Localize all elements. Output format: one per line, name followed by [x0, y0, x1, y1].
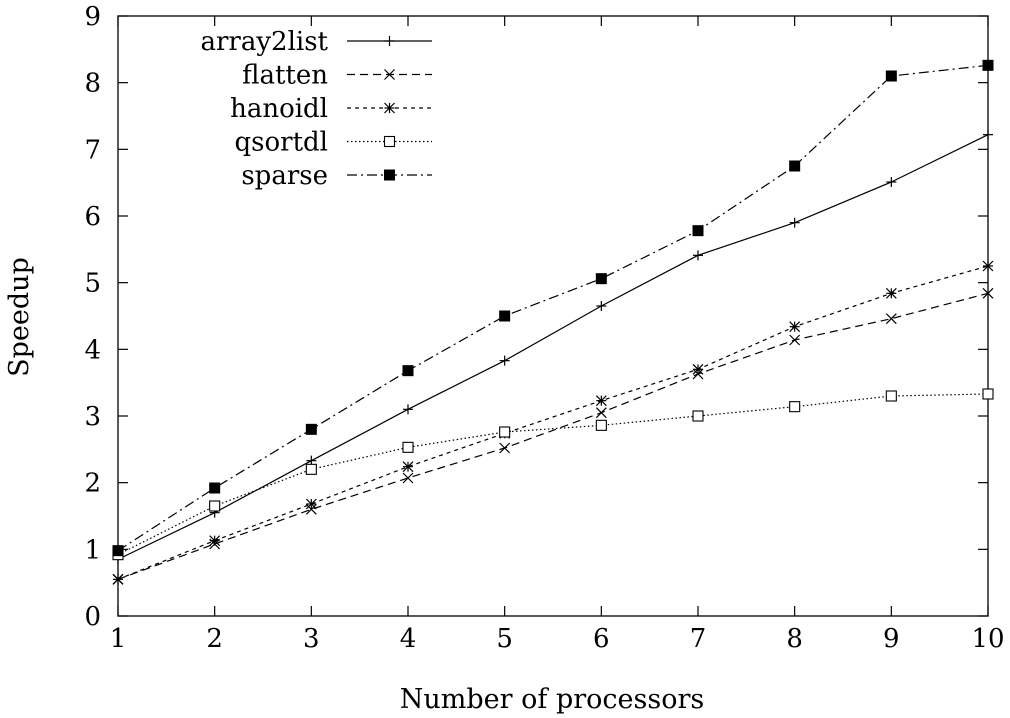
data-point-flatten — [789, 334, 801, 346]
series-qsortdl — [112, 388, 994, 561]
legend-label: hanoidl — [230, 94, 328, 124]
legend-entry-flatten: flatten — [242, 61, 432, 91]
series-hanoidl — [112, 260, 994, 585]
legend-marker — [384, 169, 395, 181]
data-point-qsortdl — [209, 500, 221, 512]
y-axis-title: Speedup — [4, 257, 35, 377]
legend-entry-qsortdl: qsortdl — [235, 128, 432, 158]
legend-marker — [384, 69, 395, 80]
data-point-sparse — [209, 482, 221, 494]
data-point-qsortdl — [402, 441, 414, 453]
x-tick-label: 9 — [883, 624, 900, 654]
y-tick-label: 7 — [84, 135, 101, 165]
data-point-hanoidl — [112, 573, 124, 585]
data-point-qsortdl — [305, 463, 317, 475]
series-line-array2list — [117, 134, 989, 560]
data-point-sparse — [982, 59, 994, 71]
data-point-array2list — [789, 217, 800, 228]
y-tick-label: 8 — [84, 69, 101, 99]
legend-label: sparse — [241, 161, 328, 191]
y-tick-label: 6 — [84, 202, 101, 232]
legend-label: qsortdl — [235, 128, 328, 158]
x-tick-label: 4 — [400, 624, 417, 654]
data-point-flatten — [402, 472, 414, 484]
series-line-qsortdl — [117, 393, 989, 556]
series-array2list — [113, 129, 993, 565]
data-point-array2list — [983, 129, 993, 140]
legend-label: array2list — [200, 27, 328, 57]
data-point-hanoidl — [789, 321, 801, 333]
data-point-sparse — [305, 423, 317, 435]
data-point-flatten — [305, 503, 317, 515]
x-tick-label: 6 — [593, 624, 610, 654]
data-point-hanoidl — [209, 535, 221, 547]
data-point-sparse — [595, 273, 607, 285]
legend-marker — [383, 135, 396, 148]
data-point-qsortdl — [499, 426, 511, 438]
x-tick-label: 8 — [786, 624, 803, 654]
data-point-qsortdl — [982, 388, 994, 400]
data-point-hanoidl — [595, 395, 607, 407]
legend-entry-hanoidl: hanoidl — [230, 94, 432, 124]
data-point-sparse — [499, 310, 511, 322]
x-tick-label: 5 — [496, 624, 513, 654]
plot-frame — [117, 15, 989, 617]
data-point-flatten — [595, 407, 607, 419]
x-tick-label: 2 — [206, 624, 223, 654]
data-point-qsortdl — [789, 401, 801, 413]
data-point-array2list — [693, 250, 703, 261]
legend-entry-sparse: sparse — [241, 161, 432, 191]
x-tick-label: 10 — [971, 624, 1004, 654]
series-line-hanoidl — [117, 265, 989, 580]
data-point-sparse — [112, 545, 124, 557]
series-line-flatten — [117, 292, 989, 580]
series-sparse — [112, 59, 994, 557]
legend-marker — [384, 36, 395, 46]
x-tick-label: 7 — [690, 624, 707, 654]
data-point-qsortdl — [595, 419, 607, 431]
data-point-flatten — [499, 442, 511, 454]
data-point-array2list — [403, 404, 413, 415]
y-tick-label: 3 — [84, 402, 101, 432]
data-point-flatten — [885, 313, 897, 325]
y-tick-label: 5 — [84, 269, 101, 299]
legend-entry-array2list: array2list — [200, 27, 432, 57]
data-point-hanoidl — [402, 461, 414, 473]
legend-label: flatten — [242, 61, 328, 91]
data-point-sparse — [789, 160, 801, 172]
y-tick-label: 4 — [84, 335, 101, 365]
data-point-hanoidl — [982, 260, 994, 272]
data-point-sparse — [402, 365, 414, 377]
series-line-sparse — [117, 64, 989, 552]
x-tick-label: 1 — [110, 624, 127, 654]
y-tick-label: 1 — [84, 535, 101, 565]
data-point-qsortdl — [885, 390, 897, 402]
data-point-sparse — [692, 225, 704, 237]
data-point-array2list — [596, 301, 607, 311]
x-tick-label: 3 — [303, 624, 320, 654]
data-point-hanoidl — [692, 363, 704, 375]
data-point-flatten — [982, 287, 994, 299]
legend-marker — [384, 102, 395, 114]
x-axis-title: Number of processors — [400, 684, 704, 715]
data-point-hanoidl — [305, 498, 317, 510]
y-tick-label: 9 — [84, 2, 101, 32]
y-tick-label: 2 — [84, 469, 101, 499]
data-point-hanoidl — [885, 287, 897, 299]
data-point-qsortdl — [692, 410, 704, 422]
y-tick-label: 0 — [84, 602, 101, 632]
data-point-array2list — [499, 355, 510, 366]
data-point-sparse — [885, 70, 897, 82]
data-point-array2list — [886, 177, 897, 187]
